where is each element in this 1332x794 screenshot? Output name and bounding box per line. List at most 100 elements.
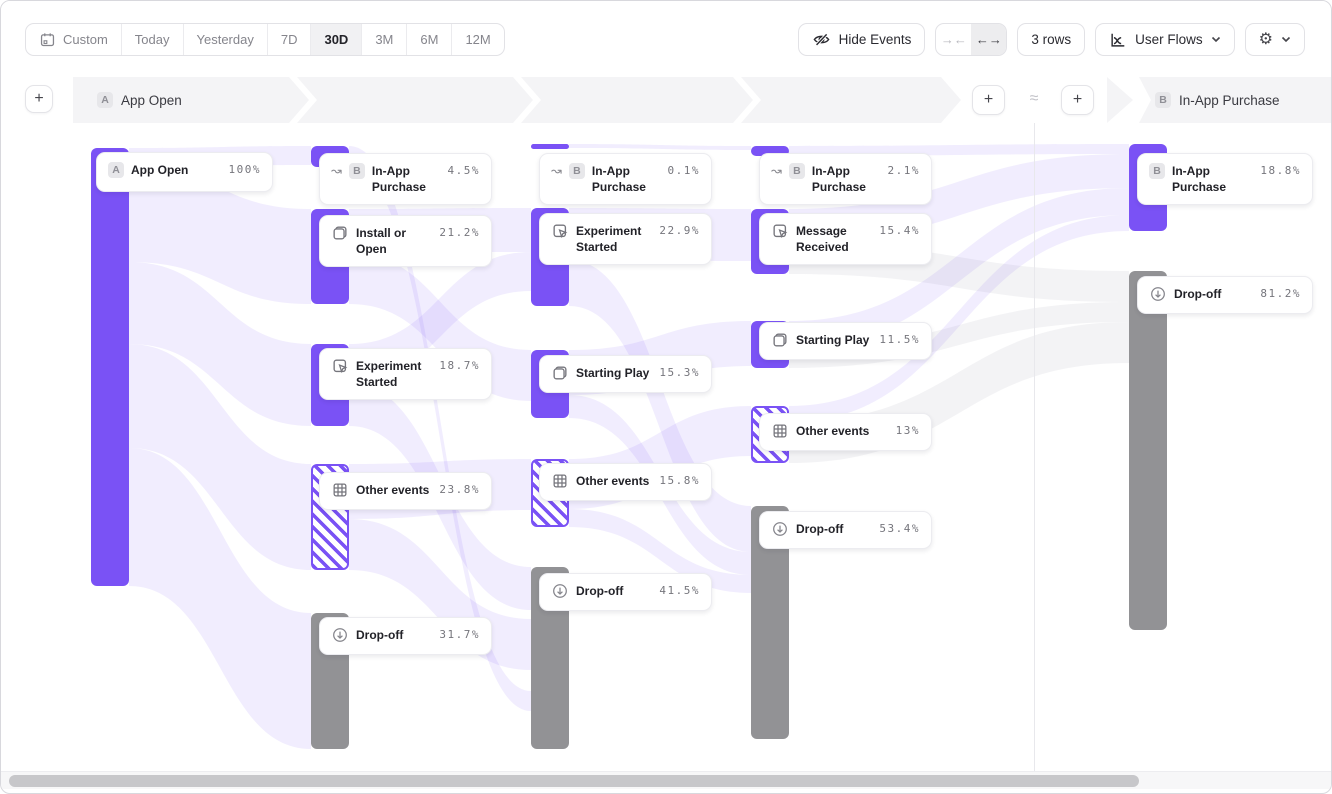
node-label: In-App Purchase (371, 164, 426, 194)
horizontal-scrollbar[interactable] (1, 771, 1331, 789)
event-badge-b: B (348, 163, 365, 179)
node-label: Drop-off (576, 584, 624, 598)
date-range-label: Today (134, 32, 170, 47)
date-range-yesterday[interactable]: Yesterday (184, 24, 268, 55)
node-percentage: 22.9% (659, 224, 700, 237)
event-badge-a: A (108, 162, 124, 178)
dropoff-icon (1149, 286, 1167, 302)
node-label: Starting Play (576, 366, 650, 380)
jump-to-event-icon: ↝ (771, 163, 782, 178)
panel-divider (1034, 77, 1035, 771)
flow-node-bar-in-app-purchase[interactable] (531, 144, 569, 149)
flow-node-card-experiment-started[interactable]: Experiment Started 22.9% (539, 213, 712, 265)
flow-node-card-in-app-purchase[interactable]: ↝ B In-App Purchase 2.1% (759, 153, 932, 205)
flow-link (349, 146, 531, 711)
add-step-middle-button[interactable]: + (972, 85, 1005, 115)
flow-node-card-install-or-open[interactable]: Install or Open 21.2% (319, 215, 492, 267)
node-label: In-App Purchase (1172, 164, 1227, 194)
node-percentage: 41.5% (659, 584, 700, 597)
node-percentage: 23.8% (439, 483, 480, 496)
node-label: Other events (576, 474, 650, 488)
flow-node-card-in-app-purchase[interactable]: ↝ B In-App Purchase 4.5% (319, 153, 492, 205)
end-event-label: In-App Purchase (1179, 92, 1280, 108)
flow-node-card-in-app-purchase[interactable]: ↝ B In-App Purchase 0.1% (539, 153, 712, 205)
flow-node-bar-drop-off[interactable] (1129, 271, 1167, 630)
collapse-expand-toggle: →← ←→ (935, 23, 1008, 56)
event-badge-b: B (568, 163, 585, 179)
node-percentage: 11.5% (879, 333, 920, 346)
flow-link (789, 215, 1129, 422)
experiment-icon (771, 223, 789, 239)
copy-icon (771, 332, 789, 348)
approx-icon: ≈ (1021, 87, 1047, 111)
date-range-label: 12M (465, 32, 491, 47)
flow-node-card-app-open[interactable]: A App Open 100% (96, 152, 273, 192)
flow-node-card-drop-off[interactable]: Drop-off 31.7% (319, 617, 492, 655)
node-percentage: 15.8% (659, 474, 700, 487)
node-label: Other events (796, 424, 870, 438)
date-range-label: 3M (375, 32, 394, 47)
node-percentage: 21.2% (439, 226, 480, 239)
flow-node-card-drop-off[interactable]: Drop-off 53.4% (759, 511, 932, 549)
flow-node-card-other-events[interactable]: Other events 13% (759, 413, 932, 451)
date-range-custom[interactable]: Custom (26, 24, 122, 55)
node-label: Drop-off (356, 628, 404, 642)
step-header: A App Open B In-App Purchase (1, 77, 1331, 123)
flow-node-card-experiment-started[interactable]: Experiment Started 18.7% (319, 348, 492, 400)
band-a-label: A App Open (73, 92, 182, 108)
flow-node-card-starting-play[interactable]: Starting Play 15.3% (539, 355, 712, 393)
flow-node-card-starting-play[interactable]: Starting Play 11.5% (759, 322, 932, 360)
flow-node-card-in-app-purchase[interactable]: B In-App Purchase 18.8% (1137, 153, 1313, 205)
settings-dropdown[interactable]: ⚙ (1244, 23, 1305, 56)
date-range-7d[interactable]: 7D (268, 24, 312, 55)
node-percentage: 4.5% (447, 164, 480, 177)
add-step-left-button[interactable]: + (25, 85, 53, 113)
date-range-6m[interactable]: 6M (407, 24, 453, 55)
node-percentage: 18.8% (1260, 164, 1301, 177)
rows-button[interactable]: 3 rows (1017, 23, 1086, 56)
user-flows-icon (1109, 31, 1127, 49)
expand-columns-button[interactable]: ←→ (971, 24, 1007, 55)
node-percentage: 15.4% (879, 224, 920, 237)
collapse-columns-button[interactable]: →← (936, 24, 971, 55)
node-percentage: 18.7% (439, 359, 480, 372)
dropoff-icon (551, 583, 569, 599)
toolbar-right-buttons: Hide Events →← ←→ 3 rows User Flows (797, 23, 1305, 56)
flow-node-bar-in-app-purchase[interactable] (751, 146, 789, 156)
dropoff-icon (331, 627, 349, 643)
flow-node-bar-app-open[interactable] (91, 148, 129, 586)
steps-band-a: A App Open (73, 77, 961, 123)
node-percentage: 0.1% (667, 164, 700, 177)
jump-to-event-icon: ↝ (331, 163, 342, 178)
chevron-down-icon (1281, 36, 1291, 43)
chart-type-dropdown[interactable]: User Flows (1095, 23, 1235, 56)
date-range-12m[interactable]: 12M (452, 24, 503, 55)
date-range-today[interactable]: Today (122, 24, 184, 55)
flow-link (569, 260, 751, 552)
flow-node-card-drop-off[interactable]: Drop-off 81.2% (1137, 276, 1313, 314)
scrollbar-thumb[interactable] (9, 775, 1139, 787)
band-b-label: B In-App Purchase (1139, 92, 1280, 108)
expand-icon: ←→ (975, 32, 1002, 47)
flow-node-card-message-received[interactable]: Message Received 15.4% (759, 213, 932, 265)
hide-events-button[interactable]: Hide Events (797, 23, 926, 56)
grid-icon (551, 473, 569, 489)
node-percentage: 31.7% (439, 628, 480, 641)
gear-icon: ⚙ (1258, 30, 1273, 48)
calendar-icon (39, 31, 56, 48)
grid-icon (331, 482, 349, 498)
date-range-30d[interactable]: 30D (311, 24, 363, 55)
flow-node-card-drop-off[interactable]: Drop-off 41.5% (539, 573, 712, 611)
band-b-chevron (1107, 77, 1133, 123)
node-label: Drop-off (796, 522, 844, 536)
date-range-label: Custom (63, 32, 108, 47)
add-step-right-button[interactable]: + (1061, 85, 1094, 115)
node-label: App Open (131, 163, 189, 177)
dropoff-icon (771, 521, 789, 537)
flow-node-card-other-events[interactable]: Other events 23.8% (319, 472, 492, 510)
date-range-label: 6M (420, 32, 439, 47)
date-range-3m[interactable]: 3M (362, 24, 408, 55)
flow-node-card-other-events[interactable]: Other events 15.8% (539, 463, 712, 501)
copy-icon (551, 365, 569, 381)
